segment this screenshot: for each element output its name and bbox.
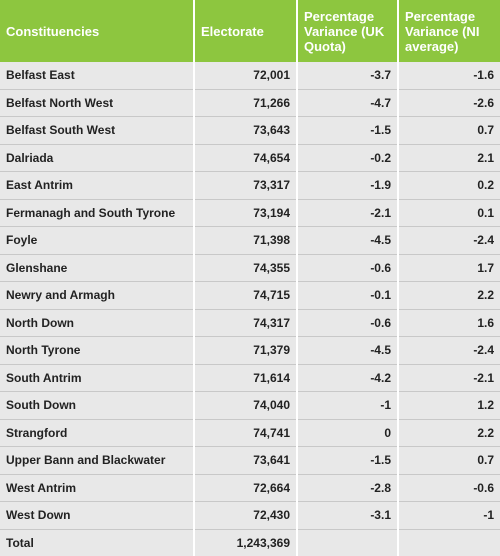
ni-average-variance: -1.6 [397,62,500,90]
constituency-name: West Antrim [0,474,194,502]
electorate-value: 71,379 [193,336,297,365]
total-electorate: 1,243,369 [193,529,297,556]
constituency-name: Belfast East [0,62,194,90]
uk-quota-variance: -4.5 [296,336,398,365]
uk-quota-variance: -1.5 [296,446,398,475]
ni-average-variance: 0.7 [397,446,500,475]
constituency-name: North Tyrone [0,336,194,365]
table-row: Strangford 74,741 0 2.2 [0,419,500,447]
constituency-name: South Down [0,391,194,420]
table-row: North Down 74,317 -0.6 1.6 [0,309,500,337]
uk-quota-variance: -2.8 [296,474,398,502]
uk-quota-variance: 0 [296,419,398,447]
electorate-value: 73,643 [193,116,297,145]
table-row: Glenshane 74,355 -0.6 1.7 [0,254,500,282]
electorate-value: 74,355 [193,254,297,282]
electorate-value: 74,715 [193,281,297,310]
column-header-ni-average-variance: Percentage Variance (NI average) [397,0,500,62]
ni-average-variance: 1.2 [397,391,500,420]
ni-average-variance: 1.7 [397,254,500,282]
electorate-value: 74,317 [193,309,297,337]
header-row: Constituencies Electorate Percentage Var… [0,0,500,62]
ni-average-variance: -1 [397,501,500,530]
uk-quota-variance: -3.7 [296,62,398,90]
electorate-value: 73,317 [193,171,297,200]
constituency-name: Newry and Armagh [0,281,194,310]
table-row: Dalriada 74,654 -0.2 2.1 [0,144,500,172]
ni-average-variance: 0.7 [397,116,500,145]
electorate-value: 73,194 [193,199,297,227]
electorate-value: 74,741 [193,419,297,447]
table-row: West Antrim 72,664 -2.8 -0.6 [0,474,500,502]
electorate-value: 72,001 [193,62,297,90]
table-row: Newry and Armagh 74,715 -0.1 2.2 [0,281,500,310]
electorate-value: 71,266 [193,89,297,117]
table-row: Belfast North West 71,266 -4.7 -2.6 [0,89,500,117]
electorate-value: 73,641 [193,446,297,475]
table-row: Foyle 71,398 -4.5 -2.4 [0,226,500,255]
ni-average-variance: 0.1 [397,199,500,227]
table-row: Belfast South West 73,643 -1.5 0.7 [0,116,500,145]
ni-average-variance: -2.4 [397,336,500,365]
table-row: Fermanagh and South Tyrone 73,194 -2.1 0… [0,199,500,227]
column-header-constituencies: Constituencies [0,0,194,62]
uk-quota-variance: -4.5 [296,226,398,255]
uk-quota-variance: -3.1 [296,501,398,530]
constituency-name: Dalriada [0,144,194,172]
constituency-name: Strangford [0,419,194,447]
uk-quota-variance: -0.6 [296,254,398,282]
ni-average-variance: 2.2 [397,281,500,310]
column-header-uk-quota-variance: Percentage Variance (UK Quota) [296,0,398,62]
total-row: Total 1,243,369 [0,529,500,556]
electorate-value: 74,040 [193,391,297,420]
constituency-name: West Down [0,501,194,530]
constituency-name: Belfast North West [0,89,194,117]
electorate-value: 71,614 [193,364,297,392]
uk-quota-variance: -1 [296,391,398,420]
uk-quota-variance: -1.5 [296,116,398,145]
ni-average-variance: 1.6 [397,309,500,337]
empty-cell [397,529,500,556]
constituency-name: Belfast South West [0,116,194,145]
ni-average-variance: 0.2 [397,171,500,200]
constituency-name: South Antrim [0,364,194,392]
constituency-name: Upper Bann and Blackwater [0,446,194,475]
uk-quota-variance: -2.1 [296,199,398,227]
empty-cell [296,529,398,556]
table-row: North Tyrone 71,379 -4.5 -2.4 [0,336,500,365]
uk-quota-variance: -1.9 [296,171,398,200]
uk-quota-variance: -0.1 [296,281,398,310]
ni-average-variance: -2.1 [397,364,500,392]
constituency-name: Fermanagh and South Tyrone [0,199,194,227]
constituency-name: North Down [0,309,194,337]
electorate-value: 72,430 [193,501,297,530]
table-row: East Antrim 73,317 -1.9 0.2 [0,171,500,200]
constituency-name: Glenshane [0,254,194,282]
table-row: South Antrim 71,614 -4.2 -2.1 [0,364,500,392]
ni-average-variance: -2.6 [397,89,500,117]
uk-quota-variance: -4.2 [296,364,398,392]
table-row: Upper Bann and Blackwater 73,641 -1.5 0.… [0,446,500,475]
constituency-name: Foyle [0,226,194,255]
uk-quota-variance: -0.6 [296,309,398,337]
uk-quota-variance: -0.2 [296,144,398,172]
electorate-value: 71,398 [193,226,297,255]
ni-average-variance: 2.2 [397,419,500,447]
constituency-name: East Antrim [0,171,194,200]
ni-average-variance: 2.1 [397,144,500,172]
table-row: Belfast East 72,001 -3.7 -1.6 [0,62,500,90]
ni-average-variance: -2.4 [397,226,500,255]
ni-average-variance: -0.6 [397,474,500,502]
uk-quota-variance: -4.7 [296,89,398,117]
table-row: West Down 72,430 -3.1 -1 [0,501,500,530]
total-label: Total [0,529,194,556]
electorate-value: 72,664 [193,474,297,502]
electorate-value: 74,654 [193,144,297,172]
table-row: South Down 74,040 -1 1.2 [0,391,500,420]
column-header-electorate: Electorate [193,0,297,62]
